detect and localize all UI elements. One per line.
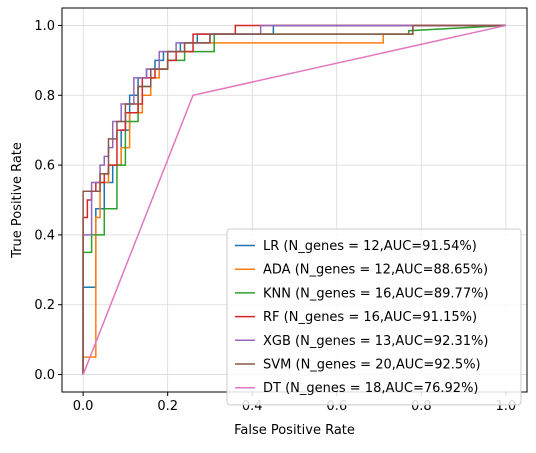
y-tick-label-0: 0.0 [34, 368, 55, 383]
x-tick-label-0: 0.0 [73, 399, 94, 414]
legend-label-5: SVM (N_genes = 20,AUC=92.5%) [263, 358, 481, 373]
roc-curve-1 [82, 24, 506, 375]
y-tick-label-4: 0.8 [34, 89, 55, 104]
legend-box [226, 228, 522, 406]
legend-label-3: RF (N_genes = 16,AUC=91.15%) [263, 310, 477, 325]
legend: LR (N_genes = 12,AUC=91.54%) ADA (N_genes… [226, 228, 522, 406]
roc-curve-6 [82, 24, 507, 375]
legend-label-1: ADA (N_genes = 12,AUC=88.65%) [263, 263, 488, 278]
roc-curves [82, 24, 507, 375]
y-tick-label-1: 0.2 [34, 298, 55, 313]
y-tick-label-2: 0.4 [34, 228, 55, 243]
legend-label-0: LR (N_genes = 12,AUC=91.54%) [263, 239, 477, 254]
roc-curve-5 [82, 24, 506, 375]
legend-label-4: XGB (N_genes = 13,AUC=92.31%) [263, 334, 488, 349]
y-tick-label-3: 0.6 [34, 159, 55, 174]
legend-label-6: DT (N_genes = 18,AUC=76.92%) [263, 381, 479, 396]
legend-label-2: KNN (N_genes = 16,AUC=89.77%) [263, 286, 489, 301]
x-axis-label: False Positive Rate [234, 423, 355, 438]
x-tick-label-1: 0.2 [157, 399, 178, 414]
y-tick-label-5: 1.0 [34, 19, 55, 34]
y-axis-label: True Positive Rate [10, 142, 25, 259]
